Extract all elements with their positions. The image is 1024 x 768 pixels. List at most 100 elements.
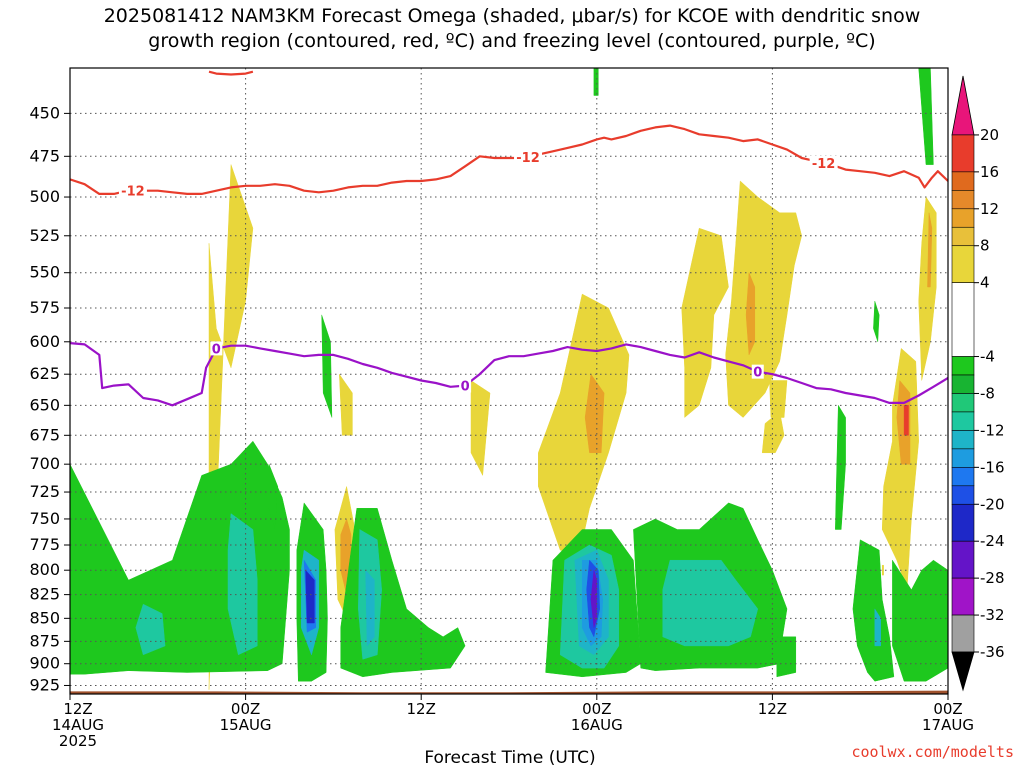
colorbar-tick-label-3: 8 (980, 237, 990, 255)
terrain (70, 690, 948, 694)
y-tick-label-725: 725 (29, 482, 60, 501)
x-tick-label-0-2: 2025 (59, 732, 97, 750)
omega-region-0 (208, 164, 254, 690)
omega-region-42 (892, 559, 948, 682)
contour-labels: -12 -12 -12 0 0 0 (118, 149, 838, 395)
colorbar-bin-18 (951, 577, 975, 616)
colorbar-bin-3 (951, 190, 975, 210)
contour-label-dgz_bottom-1: -12 (516, 151, 540, 166)
omega-region-9 (761, 411, 785, 454)
omega-region-45 (873, 300, 880, 343)
colorbar-tick-label-5: -4 (980, 348, 995, 366)
y-tick-label-875: 875 (29, 631, 60, 650)
colorbar-bin-8 (951, 356, 975, 376)
y-tick-label-550: 550 (29, 263, 60, 282)
colorbar-tick-label-4: 4 (980, 274, 990, 292)
colorbar-bin-1 (951, 134, 975, 173)
y-tick-label-650: 650 (29, 395, 60, 414)
y-tick-label-700: 700 (29, 454, 60, 473)
x-tick-label-1-0: 00Z (231, 700, 260, 718)
y-tick-label-600: 600 (29, 332, 60, 351)
y-tick-label-625: 625 (29, 364, 60, 383)
omega-region-15 (881, 564, 884, 576)
omega-region-12 (927, 212, 933, 288)
plot-frame (69, 67, 949, 695)
omega-region-29 (365, 569, 375, 647)
colorbar-bottom-arrow (951, 651, 975, 692)
y-tick-label-525: 525 (29, 226, 60, 245)
y-tick-label-775: 775 (29, 535, 60, 554)
colorbar-bin-15 (951, 485, 975, 505)
y-tick-label-450: 450 (29, 103, 60, 122)
omega-region-39 (835, 405, 846, 530)
colorbar-bin-17 (951, 540, 975, 579)
colorbar-bin-12 (951, 430, 975, 450)
colorbar-bin-4 (951, 208, 975, 228)
x-tick-label-4-0: 12Z (758, 700, 787, 718)
colorbar-bin-6 (951, 245, 975, 283)
contour-label-dgz_bottom-2: -12 (812, 157, 836, 172)
contour-freezing_level (70, 342, 948, 407)
contour-label-bg (514, 149, 543, 164)
credit-text: coolwx.com/modelts (851, 743, 1014, 761)
colorbar-tick-label-8: -16 (980, 458, 1005, 476)
omega-region-44 (593, 68, 599, 96)
colorbar-bin-19 (951, 614, 975, 653)
colorbar-bin-5 (951, 226, 975, 247)
omega-region-19 (135, 603, 166, 656)
y-tick-label-500: 500 (29, 187, 60, 206)
contour-label-bg (751, 364, 764, 379)
omega-region-6 (725, 180, 802, 418)
omega-region-37 (662, 559, 759, 647)
omega-region-1 (339, 373, 353, 436)
omega-region-4 (584, 373, 605, 454)
x-tick-label-3-1: 16AUG (571, 716, 623, 734)
x-tick-label-0-0: 12Z (63, 700, 92, 718)
omega-region-2 (470, 380, 491, 476)
omega-region-25 (305, 569, 315, 624)
x-tick-label-1-1: 15AUG (220, 716, 272, 734)
omega-region-40 (852, 539, 895, 682)
title-line-1: 2025081412 NAM3KM Forecast Omega (shaded… (104, 5, 921, 27)
contour-dgz_top (208, 70, 254, 76)
omega-region-43 (918, 68, 934, 165)
title-line-2: growth region (contoured, red, ºC) and f… (148, 30, 875, 52)
y-axis: 450 475 500 525 550 575 600 625 650 675 700 725 750 7… (29, 103, 70, 694)
colorbar-bin-14 (951, 467, 975, 487)
x-tick-label-5-1: 17AUG (922, 716, 974, 734)
colorbar-tick-label-6: -8 (980, 384, 995, 402)
contour-label-freezing_level-1: 0 (461, 380, 470, 395)
contour-label-bg (459, 378, 472, 393)
contour-label-bg (118, 183, 147, 198)
contour-label-freezing_level-2: 0 (753, 366, 762, 381)
y-tick-label-575: 575 (29, 298, 60, 317)
omega-region-5 (681, 227, 729, 418)
colorbar-tick-label-7: -12 (980, 421, 1005, 439)
y-tick-label-925: 925 (29, 675, 60, 694)
y-tick-label-900: 900 (29, 654, 60, 673)
colorbar-tick-label-1: 16 (980, 163, 999, 181)
y-tick-label-825: 825 (29, 585, 60, 604)
colorbar-bin-10 (951, 393, 975, 413)
omega-region-14 (903, 405, 909, 436)
grid (70, 68, 948, 694)
colorbar-bin-9 (951, 374, 975, 394)
omega-region-11 (918, 196, 937, 381)
colorbar-tick-label-12: -32 (980, 606, 1005, 624)
contour-label-bg (809, 155, 838, 170)
y-tick-label-800: 800 (29, 560, 60, 579)
contour-label-bg (210, 341, 223, 356)
omega-region-7 (745, 272, 756, 356)
colorbar-tick-label-13: -36 (980, 643, 1005, 661)
omega-region-20 (227, 513, 258, 656)
colorbar-tick-label-10: -24 (980, 532, 1005, 550)
colorbar-bin-7 (951, 282, 975, 357)
x-axis-label: Forecast Time (UTC) (424, 748, 595, 768)
y-tick-label-750: 750 (29, 509, 60, 528)
y-tick-label-850: 850 (29, 608, 60, 627)
colorbar-tick-label-11: -28 (980, 569, 1005, 587)
colorbar-bin-13 (951, 448, 975, 468)
contour-label-freezing_level-0: 0 (212, 342, 221, 357)
x-tick-label-2-0: 12Z (407, 700, 436, 718)
